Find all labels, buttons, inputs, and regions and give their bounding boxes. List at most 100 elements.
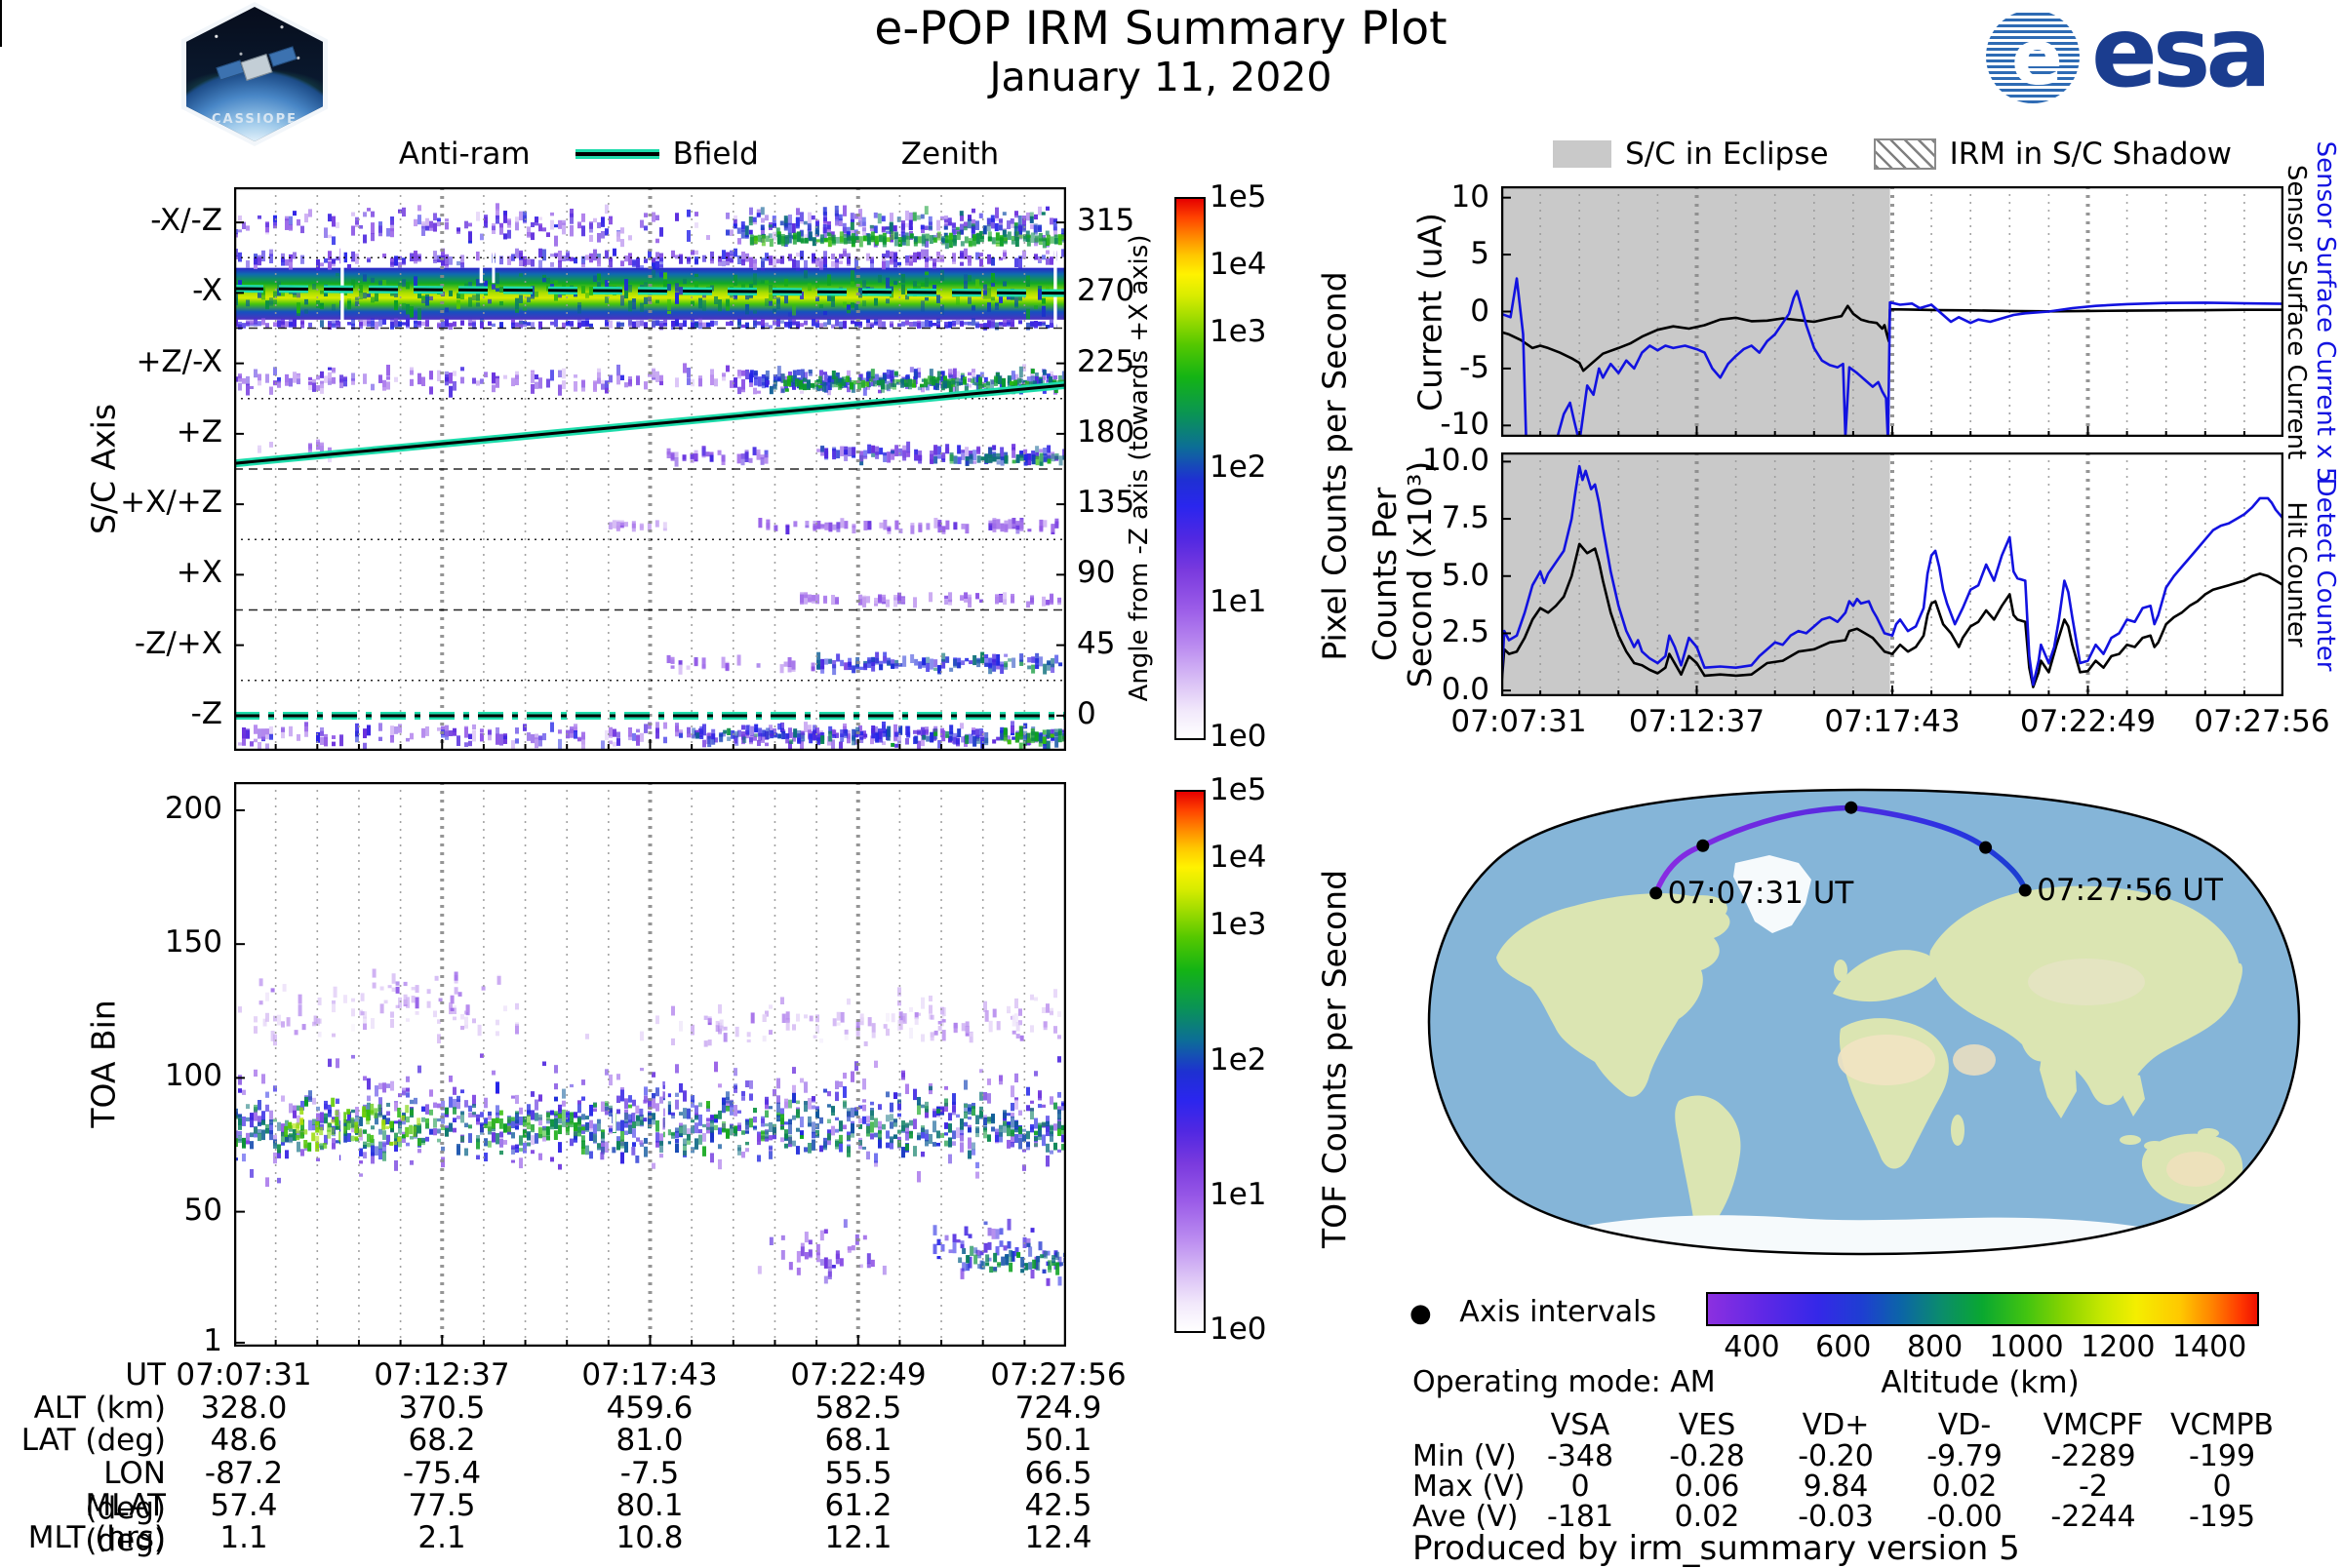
legend-label: Bfield — [673, 137, 759, 172]
toa-bin-spectrogram — [234, 782, 1066, 1347]
current-right-label-black: Sensor Surface Current — [2281, 165, 2311, 459]
ephem-value: 370.5 — [344, 1391, 539, 1426]
alt-tick-label: 1400 — [2151, 1330, 2268, 1364]
angle-tick-label: 315 — [1077, 203, 1161, 238]
sc-axis-row-label: +Z/-X — [29, 344, 222, 379]
track-end-label: 07:27:56 UT — [2037, 873, 2224, 908]
y-tick-label: 5 — [1348, 236, 1489, 271]
angle-tick-label: 0 — [1077, 696, 1161, 731]
y-tick-label: -5 — [1348, 350, 1489, 385]
ephem-value: 42.5 — [961, 1488, 1156, 1523]
sensor-current-plot — [1501, 186, 2283, 437]
ephem-value: 66.5 — [961, 1456, 1156, 1491]
ephem-row-label: LAT (deg) — [20, 1423, 166, 1458]
angle-tick-label: 180 — [1077, 414, 1161, 450]
colorbar-tick-label: 1e1 — [1210, 1177, 1267, 1212]
title-block: e-POP IRM Summary Plot January 11, 2020 — [605, 4, 1717, 99]
y-tick-label: 10 — [1348, 179, 1489, 215]
sc-axis-row-label: -X/-Z — [29, 203, 222, 238]
voltage-value: 0.02 — [1891, 1470, 2038, 1504]
voltage-value: -2 — [2020, 1470, 2166, 1504]
ephem-value: 07:27:56 — [961, 1357, 1156, 1392]
esa-logo: e esa — [1982, 6, 2323, 105]
tof-counts-colorbar — [1174, 790, 1206, 1333]
ephem-value: -7.5 — [552, 1456, 747, 1491]
current-right-label-blue: Sensor Surface Current x 5 — [2311, 141, 2340, 484]
pixel-counts-colorbar — [1174, 197, 1206, 740]
ephem-value: 81.0 — [552, 1423, 747, 1458]
y-tick-label: 7.5 — [1348, 500, 1489, 535]
colorbar-tick-label: 1e4 — [1210, 840, 1267, 875]
satellite-body-icon — [241, 54, 273, 81]
sc-axis-spectrogram — [234, 187, 1066, 751]
voltage-value: -9.79 — [1891, 1439, 2038, 1473]
sc-axis-row-label: -Z — [29, 696, 222, 731]
angle-tick-label: 225 — [1077, 344, 1161, 379]
ephem-value: 724.9 — [961, 1391, 1156, 1426]
voltage-value: -348 — [1507, 1439, 1653, 1473]
legend-shadow-label: IRM in S/C Shadow — [1950, 137, 2232, 172]
spectrogram-legend: Anti-ram Bfield Zenith — [234, 137, 1066, 172]
satellite-panel-icon — [268, 46, 297, 66]
colorbar-tick-label: 1e4 — [1210, 247, 1267, 282]
eclipse-legend: S/C in Eclipse IRM in S/C Shadow — [1501, 137, 2283, 172]
ephem-value: 07:17:43 — [552, 1357, 747, 1392]
y-tick-label: 0 — [1348, 294, 1489, 329]
colorbar-tick-label: 1e0 — [1210, 1312, 1267, 1347]
axis-intervals-legend: ● Axis intervals — [1409, 1295, 1656, 1329]
voltage-value: -195 — [2149, 1500, 2295, 1534]
ephem-row-label: MLT (hrs) — [20, 1520, 166, 1555]
operating-mode: Operating mode: AM — [1412, 1365, 1716, 1399]
colorbar-tick-label: 1e2 — [1210, 450, 1267, 485]
toa-tick-label: 200 — [29, 791, 222, 826]
voltage-col-header: VSA — [1507, 1408, 1653, 1442]
voltage-value: -199 — [2149, 1439, 2295, 1473]
page-title: e-POP IRM Summary Plot — [605, 4, 1717, 55]
cassiope-patch-art: CASSIOPE — [186, 7, 323, 141]
voltage-col-header: VES — [1634, 1408, 1780, 1442]
alt-tick-mark — [0, 0, 2, 8]
ephem-value: 10.8 — [552, 1520, 747, 1555]
legend-label: Zenith — [901, 137, 999, 172]
ephem-value: 68.1 — [761, 1423, 956, 1458]
legend-item-eclipse: S/C in Eclipse — [1553, 137, 1829, 172]
voltage-col-header: VD+ — [1763, 1408, 1909, 1442]
ephem-value: 61.2 — [761, 1488, 956, 1523]
voltage-value: 0 — [1507, 1470, 1653, 1504]
ephem-value: 50.1 — [961, 1423, 1156, 1458]
ephem-value: 77.5 — [344, 1488, 539, 1523]
ephem-value: -87.2 — [146, 1456, 341, 1491]
colorbar-tick-label: 1e0 — [1210, 719, 1267, 754]
voltage-col-header: VCMPB — [2149, 1408, 2295, 1442]
tof-counts-colorbar-label: TOF Counts per Second — [1316, 870, 1354, 1248]
toa-tick-label: 50 — [29, 1193, 222, 1228]
legend-item-shadow: IRM in S/C Shadow — [1874, 137, 2232, 172]
altitude-colorbar — [1706, 1292, 2259, 1326]
time-tick-label: 07:27:56 — [2155, 704, 2341, 739]
colorbar-tick-label: 1e1 — [1210, 584, 1267, 619]
sc-axis-row-label: -Z/+X — [29, 626, 222, 661]
voltage-value: 0.06 — [1634, 1470, 1780, 1504]
esa-wordmark: esa — [2091, 8, 2267, 98]
voltage-value: 9.84 — [1763, 1470, 1909, 1504]
y-tick-label: 10.0 — [1348, 443, 1489, 478]
ephem-value: 12.1 — [761, 1520, 956, 1555]
voltage-col-header: VD- — [1891, 1408, 2038, 1442]
voltage-value: -0.20 — [1763, 1439, 1909, 1473]
angle-tick-label: 270 — [1077, 273, 1161, 308]
voltage-value: -2289 — [2020, 1439, 2166, 1473]
ephem-value: 07:07:31 — [146, 1357, 341, 1392]
angle-tick-label: 45 — [1077, 626, 1161, 661]
legend-label: Anti-ram — [399, 137, 531, 172]
alt-tick-mark — [0, 31, 2, 39]
time-tick-label: 07:12:37 — [1590, 704, 1805, 739]
counters-plot — [1501, 452, 2283, 696]
footer-produced-by: Produced by irm_summary version 5 — [1412, 1529, 2020, 1568]
toa-tick-label: 100 — [29, 1058, 222, 1093]
voltage-value: 0 — [2149, 1470, 2295, 1504]
ephem-value: 68.2 — [344, 1423, 539, 1458]
alt-tick-mark — [0, 8, 2, 16]
